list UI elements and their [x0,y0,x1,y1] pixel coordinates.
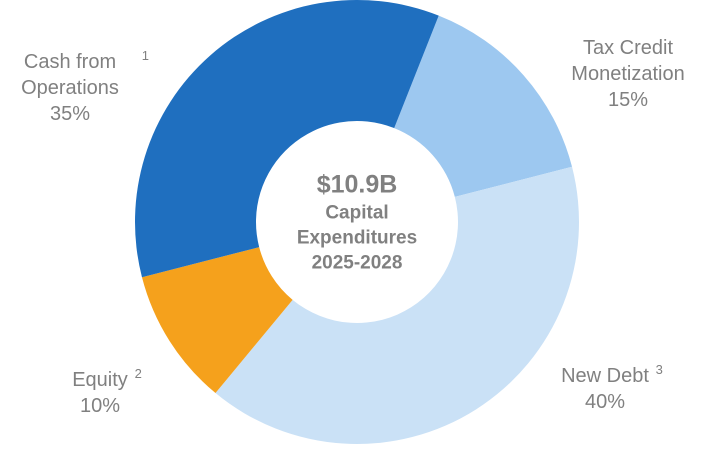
segment-label: Equity 2 10% [72,366,142,419]
donut-segment [135,0,439,278]
segment-value-label: 15% [607,89,649,111]
segment-name-block: New Debt 3 [561,362,663,389]
segment-name: New Debt [561,365,649,387]
center-value: $10.9B [316,170,398,199]
segment-value-label: 35% [49,103,91,125]
center-label: Capital Expenditures 2025-2028 [296,202,418,274]
footnote-marker: 1 [141,48,149,63]
segment-value-label: 40% [584,391,626,413]
donut-segment [215,166,580,445]
segment-value-label: 10% [79,395,121,417]
center-text: $10.9B Capital Expenditures 2025-2028 [282,169,432,276]
footnote-marker: 2 [134,366,142,381]
segment-label: Tax Credit Monetization 15% [571,35,684,113]
segment-name-block: Tax Credit Monetization [571,35,684,87]
segment-name: Tax Credit Monetization [571,37,685,85]
segment-name: Equity [72,369,128,391]
donut-segment [141,247,293,394]
donut-segment [394,15,573,197]
segment-label: New Debt 3 40% [561,362,663,415]
segment-name: Cash from Operations [21,51,119,99]
segment-name-block: Equity 2 [72,366,142,393]
segment-name-block: Cash from Operations 1 [5,48,149,101]
segment-label: Cash from Operations 1 35% [5,48,149,127]
footnote-marker: 3 [655,362,663,377]
